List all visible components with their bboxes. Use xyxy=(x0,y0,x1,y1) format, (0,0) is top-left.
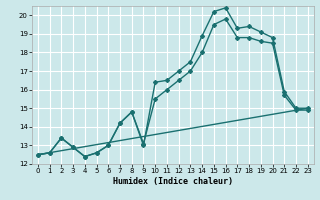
X-axis label: Humidex (Indice chaleur): Humidex (Indice chaleur) xyxy=(113,177,233,186)
